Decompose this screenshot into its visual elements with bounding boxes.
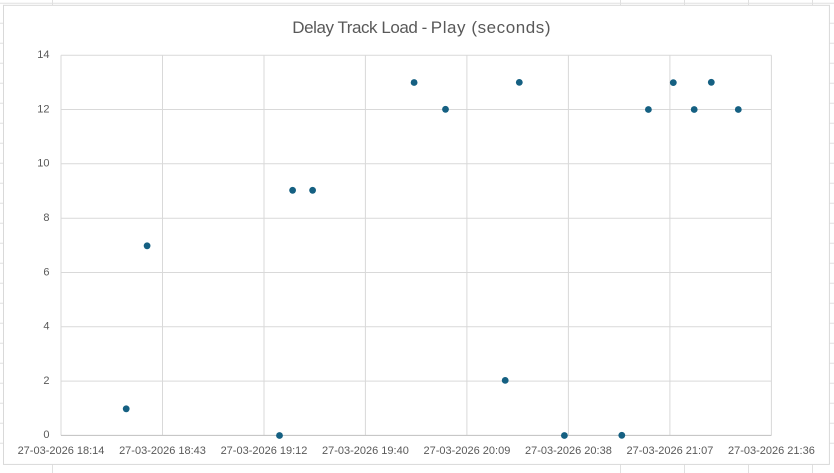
svg-text:27-03-2026 20:38: 27-03-2026 20:38 — [525, 445, 612, 457]
svg-text:27-03-2026 19:12: 27-03-2026 19:12 — [221, 445, 308, 457]
svg-text:4: 4 — [43, 321, 49, 333]
svg-text:Play (seconds): Play (seconds) — [431, 18, 551, 37]
svg-text:12: 12 — [37, 103, 49, 115]
svg-text:8: 8 — [43, 212, 49, 224]
svg-text:6: 6 — [43, 266, 49, 278]
svg-text:27-03-2026 21:07: 27-03-2026 21:07 — [626, 445, 713, 457]
svg-text:27-03-2026 21:36: 27-03-2026 21:36 — [728, 445, 815, 457]
svg-text:27-03-2026 18:14: 27-03-2026 18:14 — [18, 445, 105, 457]
svg-text:27-03-2026 18:43: 27-03-2026 18:43 — [119, 445, 206, 457]
svg-text:14: 14 — [37, 49, 49, 61]
svg-text:10: 10 — [37, 158, 49, 170]
svg-text:0: 0 — [43, 429, 49, 441]
svg-text:27-03-2026 20:09: 27-03-2026 20:09 — [423, 445, 510, 457]
svg-text:Delay Track Load -: Delay Track Load - — [292, 18, 427, 37]
svg-text:2: 2 — [43, 375, 49, 387]
svg-text:27-03-2026 19:40: 27-03-2026 19:40 — [322, 445, 409, 457]
